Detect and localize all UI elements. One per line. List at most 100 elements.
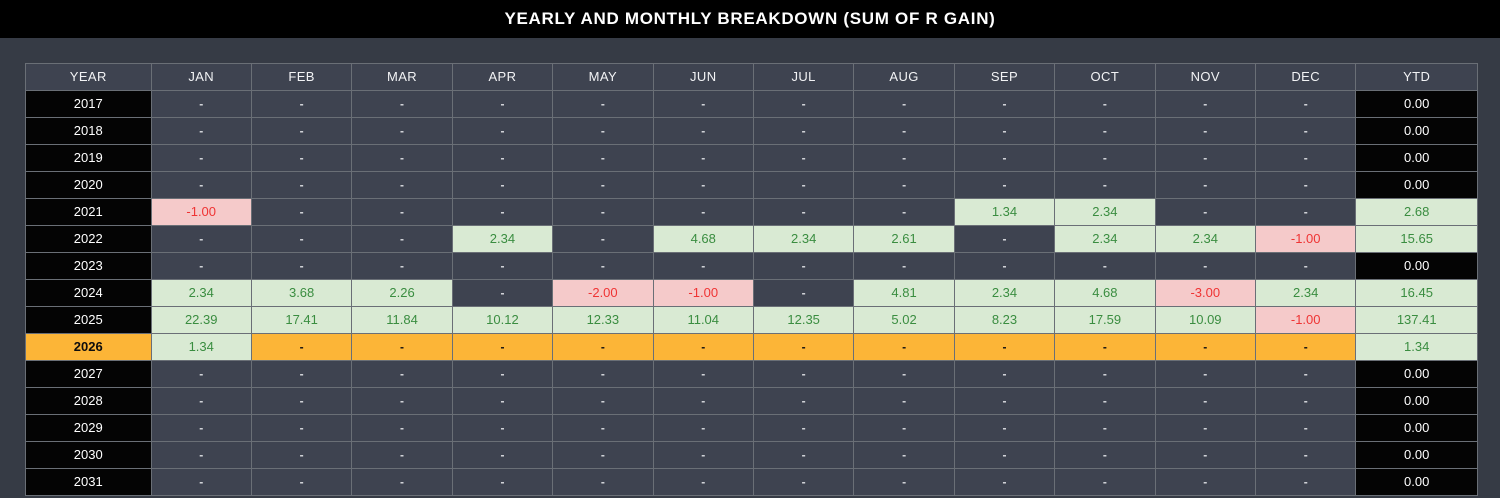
month-cell-2019-jun: - [652, 144, 754, 172]
month-cell-2030-sep: - [953, 441, 1056, 469]
month-cell-2021-may: - [552, 198, 654, 226]
month-cell-2029-oct: - [1054, 414, 1156, 442]
month-cell-2026-apr: - [451, 333, 554, 361]
month-cell-2025-feb: 17.41 [250, 306, 353, 334]
month-cell-2017-feb: - [250, 90, 353, 118]
month-cell-2028-feb: - [250, 387, 353, 415]
month-cell-2030-apr: - [451, 441, 554, 469]
month-cell-2026-jul: - [752, 333, 855, 361]
month-cell-2024-may: -2.00 [552, 279, 654, 307]
month-cell-2018-jan: - [150, 117, 252, 145]
month-cell-2024-mar: 2.26 [351, 279, 453, 307]
month-cell-2019-mar: - [351, 144, 453, 172]
year-cell-2017: 2017 [25, 90, 152, 118]
month-cell-2019-apr: - [451, 144, 554, 172]
month-cell-2017-jan: - [150, 90, 252, 118]
month-cell-2019-aug: - [853, 144, 955, 172]
month-cell-2022-mar: - [351, 225, 453, 253]
year-cell-2022: 2022 [25, 225, 152, 253]
month-cell-2027-nov: - [1154, 360, 1256, 388]
month-cell-2025-sep: 8.23 [953, 306, 1056, 334]
table-row-2027: 2027- - - - - - - - - - - -0.00 [25, 360, 1478, 388]
month-cell-2028-may: - [552, 387, 654, 415]
month-cell-2028-oct: - [1054, 387, 1156, 415]
column-header-sep: SEP [953, 63, 1056, 91]
table-row-2019: 2019- - - - - - - - - - - -0.00 [25, 144, 1478, 172]
month-cell-2029-nov: - [1154, 414, 1256, 442]
month-cell-2027-aug: - [853, 360, 955, 388]
column-header-mar: MAR [351, 63, 453, 91]
month-cell-2018-oct: - [1054, 117, 1156, 145]
month-cell-2029-jan: - [150, 414, 252, 442]
month-cell-2026-nov: - [1154, 333, 1256, 361]
month-cell-2027-mar: - [351, 360, 453, 388]
month-cell-2028-sep: - [953, 387, 1056, 415]
month-cell-2030-mar: - [351, 441, 453, 469]
month-cell-2027-jun: - [652, 360, 754, 388]
month-cell-2018-feb: - [250, 117, 353, 145]
month-cell-2028-apr: - [451, 387, 554, 415]
month-cell-2020-dec: - [1254, 171, 1357, 199]
month-cell-2031-apr: - [451, 468, 554, 496]
month-cell-2023-apr: - [451, 252, 554, 280]
month-cell-2031-dec: - [1254, 468, 1357, 496]
month-cell-2018-may: - [552, 117, 654, 145]
month-cell-2022-apr: 2.34 [451, 225, 554, 253]
month-cell-2024-sep: 2.34 [953, 279, 1056, 307]
table-header: YEAR JAN FEB MAR APR MAY JUN JUL AUG SEP OCT NOV DEC… [25, 63, 1478, 91]
month-cell-2029-mar: - [351, 414, 453, 442]
month-cell-2020-oct: - [1054, 171, 1156, 199]
table-row-2025: 2025 22.39 17.41 11.84 10.12 12.33 11.04 12.35 5… [25, 306, 1478, 334]
month-cell-2026-oct: - [1054, 333, 1156, 361]
month-cell-2019-may: - [552, 144, 654, 172]
month-cell-2023-aug: - [853, 252, 955, 280]
month-cell-2021-nov: - [1154, 198, 1256, 226]
month-cell-2017-nov: - [1154, 90, 1256, 118]
table-row-2024: 2024 2.34 3.68 2.26- -2.00 -1.00-4.81 2.34 4.68… [25, 279, 1478, 307]
year-cell-2025: 2025 [25, 306, 152, 334]
month-cell-2023-may: - [552, 252, 654, 280]
month-cell-2025-oct: 17.59 [1054, 306, 1156, 334]
table-row-2020: 2020- - - - - - - - - - - -0.00 [25, 171, 1478, 199]
month-cell-2019-oct: - [1054, 144, 1156, 172]
month-cell-2027-sep: - [953, 360, 1056, 388]
ytd-cell-2024: 16.45 [1355, 279, 1478, 307]
month-cell-2025-jul: 12.35 [752, 306, 855, 334]
month-cell-2017-jul: - [752, 90, 855, 118]
month-cell-2031-nov: - [1154, 468, 1256, 496]
month-cell-2024-jan: 2.34 [150, 279, 252, 307]
ytd-cell-2020: 0.00 [1355, 171, 1478, 199]
month-cell-2019-feb: - [250, 144, 353, 172]
table-row-2022: 2022- - -2.34-4.68 2.34 2.61-2.34 2.34 -1.00 15… [25, 225, 1478, 253]
month-cell-2029-feb: - [250, 414, 353, 442]
month-cell-2022-nov: 2.34 [1154, 225, 1256, 253]
table-body: 2017- - - - - - - - - - - -0.00 2018- - - - - - - - - - - -0.00… [25, 90, 1478, 496]
month-cell-2030-may: - [552, 441, 654, 469]
ytd-cell-2022: 15.65 [1355, 225, 1478, 253]
month-cell-2028-jul: - [752, 387, 855, 415]
month-cell-2028-nov: - [1154, 387, 1256, 415]
ytd-cell-2017: 0.00 [1355, 90, 1478, 118]
month-cell-2030-jun: - [652, 441, 754, 469]
month-cell-2024-apr: - [451, 279, 554, 307]
month-cell-2025-jan: 22.39 [150, 306, 252, 334]
table-row-2026: 2026 1.34- - - - - - - - - - -1.34 [25, 333, 1478, 361]
month-cell-2021-dec: - [1254, 198, 1357, 226]
year-cell-2018: 2018 [25, 117, 152, 145]
month-cell-2027-may: - [552, 360, 654, 388]
month-cell-2023-mar: - [351, 252, 453, 280]
month-cell-2022-aug: 2.61 [853, 225, 955, 253]
table-row-2021: 2021 -1.00- - - - - - -1.34 2.34- -2.68 [25, 198, 1478, 226]
month-cell-2027-feb: - [250, 360, 353, 388]
month-cell-2023-nov: - [1154, 252, 1256, 280]
year-cell-2019: 2019 [25, 144, 152, 172]
page-title: YEARLY AND MONTHLY BREAKDOWN (SUM OF R G… [504, 9, 996, 28]
month-cell-2022-may: - [552, 225, 654, 253]
month-cell-2030-aug: - [853, 441, 955, 469]
month-cell-2026-dec: - [1254, 333, 1357, 361]
month-cell-2025-jun: 11.04 [652, 306, 754, 334]
month-cell-2028-jan: - [150, 387, 252, 415]
column-header-year: YEAR [25, 63, 152, 91]
month-cell-2018-sep: - [953, 117, 1056, 145]
month-cell-2017-oct: - [1054, 90, 1156, 118]
